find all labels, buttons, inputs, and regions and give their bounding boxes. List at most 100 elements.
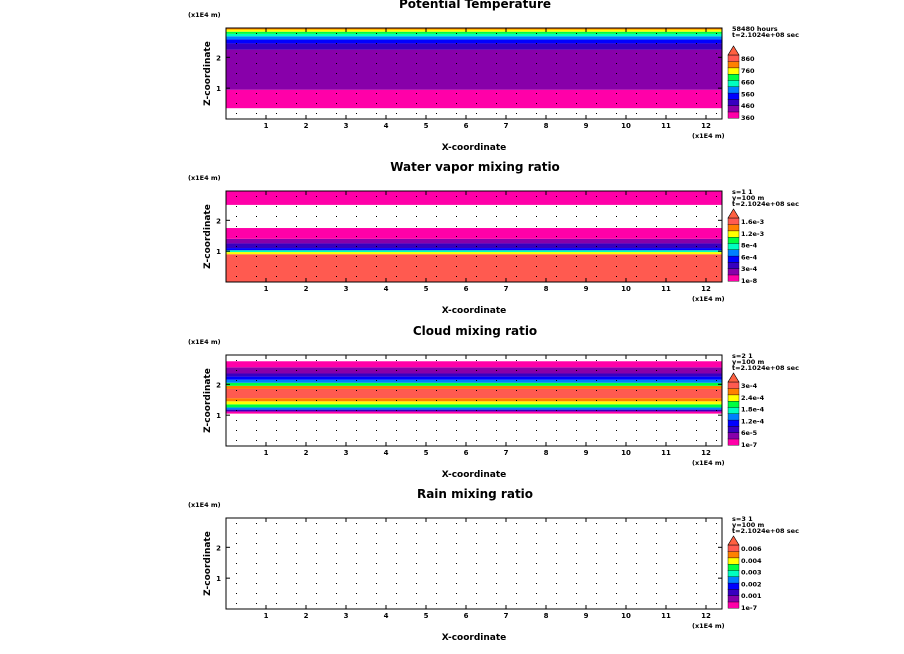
grid-dot (536, 370, 537, 371)
grid-dot (436, 196, 437, 197)
grid-dot (456, 440, 457, 441)
grid-dot (396, 553, 397, 554)
colorbar-swatch (727, 563, 740, 571)
grid-dot (316, 53, 317, 54)
grid-dot (656, 113, 657, 114)
grid-dot (416, 226, 417, 227)
grid-dot (356, 206, 357, 207)
grid-dot (456, 573, 457, 574)
grid-dot (556, 206, 557, 207)
grid-dot (316, 256, 317, 257)
grid-dot (256, 380, 257, 381)
x-tick-label: 1 (264, 285, 269, 293)
grid-dot (396, 563, 397, 564)
grid-dot (416, 73, 417, 74)
colorbar-label: 3e-4 (741, 265, 758, 273)
grid-dot (356, 256, 357, 257)
grid-dot (676, 400, 677, 401)
y-axis-label: Z-coordinate (203, 204, 213, 269)
x-tick-label: 8 (544, 449, 549, 457)
grid-dot (636, 593, 637, 594)
grid-dot (276, 216, 277, 217)
grid-dot (256, 360, 257, 361)
contour-band-9 (226, 191, 722, 205)
grid-dot (336, 573, 337, 574)
grid-dot (296, 380, 297, 381)
grid-dot (536, 63, 537, 64)
contour-band-1 (226, 108, 722, 119)
grid-dot (476, 603, 477, 604)
grid-dot (696, 63, 697, 64)
contour-band-14 (226, 367, 722, 374)
grid-dot (296, 360, 297, 361)
grid-dot (416, 266, 417, 267)
grid-dot (296, 420, 297, 421)
x-tick-label: 3 (344, 122, 349, 130)
grid-dot (596, 43, 597, 44)
x-axis-label: X-coordinate (442, 143, 507, 153)
grid-dot (716, 533, 717, 534)
grid-dot (296, 583, 297, 584)
grid-dot (656, 276, 657, 277)
grid-dot (536, 226, 537, 227)
contour-band-10 (226, 382, 722, 386)
grid-dot (616, 33, 617, 34)
grid-dot (556, 226, 557, 227)
chart-title: Potential Temperature (399, 0, 551, 11)
grid-dot (656, 216, 657, 217)
grid-dot (356, 196, 357, 197)
grid-dot (416, 390, 417, 391)
grid-dot (536, 533, 537, 534)
grid-dot (476, 196, 477, 197)
grid-dot (236, 533, 237, 534)
grid-dot (276, 236, 277, 237)
grid-dot (716, 553, 717, 554)
grid-dot (576, 360, 577, 361)
grid-dot (636, 603, 637, 604)
grid-dot (556, 543, 557, 544)
x-unit-label: (x1E4 m) (692, 132, 725, 140)
grid-dot (716, 370, 717, 371)
grid-dot (256, 73, 257, 74)
grid-dot (256, 113, 257, 114)
colorbar-label: 760 (741, 67, 755, 75)
grid-dot (256, 603, 257, 604)
grid-dot (416, 93, 417, 94)
grid-dot (256, 246, 257, 247)
y-axis-label: Z-coordinate (203, 368, 213, 433)
colorbar-arrow (727, 208, 740, 219)
contour-band-8 (226, 204, 722, 229)
grid-dot (716, 573, 717, 574)
grid-dot (476, 83, 477, 84)
grid-dot (616, 73, 617, 74)
grid-dot (296, 246, 297, 247)
grid-dot (716, 410, 717, 411)
grid-dot (336, 196, 337, 197)
x-tick-label: 3 (344, 449, 349, 457)
x-tick-label: 10 (621, 612, 631, 620)
grid-dot (596, 226, 597, 227)
grid-dot (556, 563, 557, 564)
grid-dot (256, 266, 257, 267)
grid-dot (616, 113, 617, 114)
grid-dot (616, 226, 617, 227)
grid-dot (316, 73, 317, 74)
grid-dot (696, 573, 697, 574)
colorbar-label: 0.004 (741, 557, 762, 565)
grid-dot (376, 83, 377, 84)
contour-band-10 (226, 28, 722, 30)
grid-dot (676, 523, 677, 524)
grid-dot (316, 246, 317, 247)
x-unit-label: (x1E4 m) (692, 459, 725, 467)
grid-dot (496, 380, 497, 381)
grid-dot (316, 523, 317, 524)
colorbar-label: 2.4e-4 (741, 394, 765, 402)
grid-dot (316, 543, 317, 544)
grid-dot (456, 380, 457, 381)
grid-dot (516, 583, 517, 584)
grid-dot (676, 206, 677, 207)
grid-dot (376, 73, 377, 74)
x-tick-label: 12 (701, 285, 711, 293)
grid-dot (336, 410, 337, 411)
